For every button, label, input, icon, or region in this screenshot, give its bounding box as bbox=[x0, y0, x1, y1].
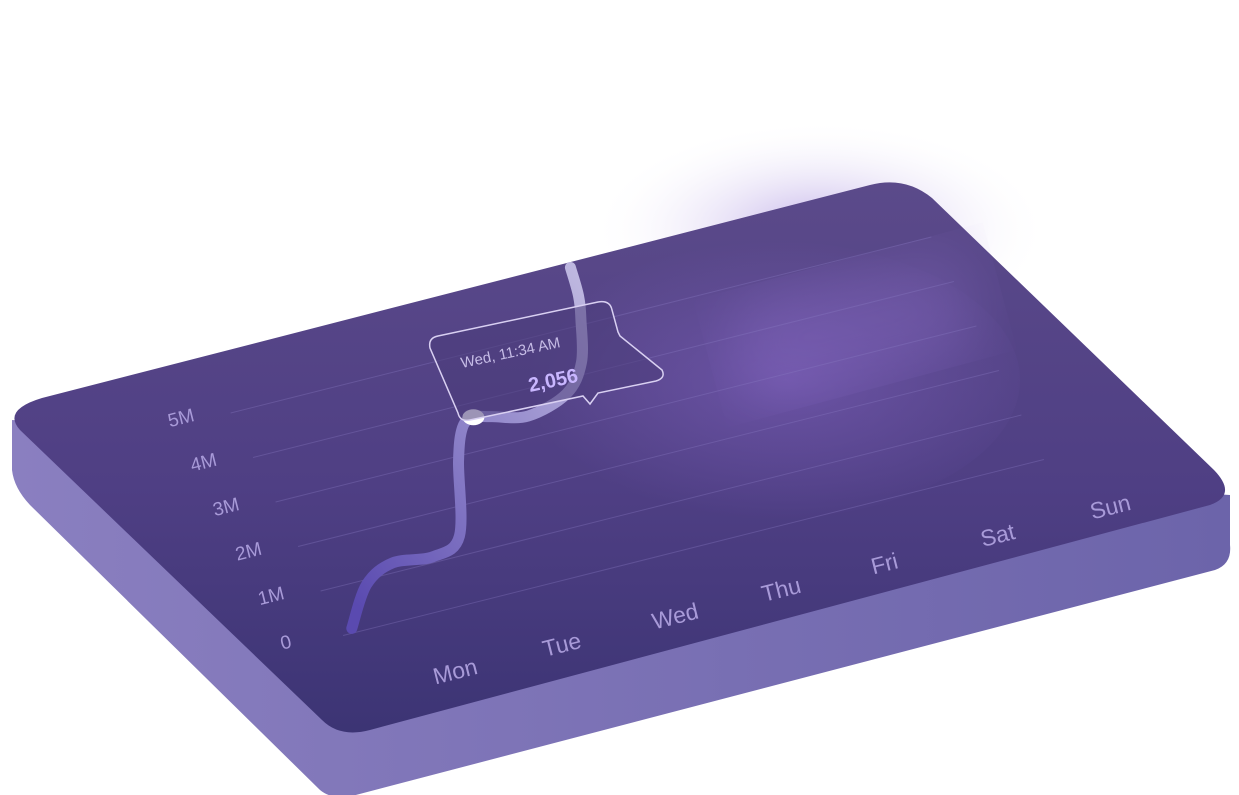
grid-line bbox=[320, 414, 1022, 592]
grid-line bbox=[297, 370, 1000, 547]
x-tick-label: Fri bbox=[868, 548, 900, 580]
card-highlight-glow bbox=[729, 248, 981, 402]
grid-line bbox=[342, 459, 1045, 636]
grid-line bbox=[275, 325, 977, 503]
tooltip-box bbox=[428, 300, 664, 422]
y-tick-label: 0 bbox=[278, 632, 293, 655]
tooltip: Wed, 11:34 AM 2,056 bbox=[428, 300, 664, 422]
